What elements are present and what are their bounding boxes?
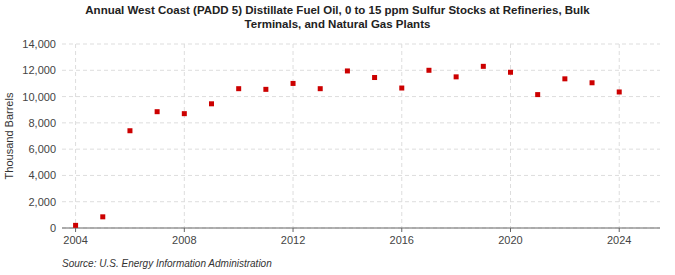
x-tick-label: 2020 xyxy=(498,234,522,246)
title: Annual West Coast (PADD 5) Distillate Fu… xyxy=(85,4,590,30)
point xyxy=(73,223,78,228)
point xyxy=(155,109,160,114)
y-tick-label: 6,000 xyxy=(28,143,56,155)
title-line: Terminals, and Natural Gas Plants xyxy=(245,18,431,30)
point xyxy=(236,86,241,91)
point xyxy=(399,86,404,91)
point xyxy=(100,214,105,219)
x-tick xyxy=(619,228,620,232)
point xyxy=(454,74,459,79)
grid xyxy=(62,44,660,228)
y-grid-line xyxy=(62,175,660,176)
x-tick-label: 2008 xyxy=(172,234,196,246)
y-grid-line xyxy=(62,149,660,150)
y-grid-line xyxy=(62,201,660,202)
x-tick-label: 2012 xyxy=(281,234,305,246)
source: Source: U.S. Energy Information Administ… xyxy=(62,258,272,269)
y-tick-label: 10,000 xyxy=(22,91,56,103)
y-grid-line xyxy=(62,44,660,45)
x-grid-line xyxy=(184,44,185,228)
y-tick-label: 2,000 xyxy=(28,196,56,208)
points xyxy=(73,64,622,228)
x-tick-label: 2004 xyxy=(63,234,87,246)
y-tick-label: 14,000 xyxy=(22,38,56,50)
point xyxy=(345,68,350,73)
x-tick-label: 2016 xyxy=(390,234,414,246)
title-line: Annual West Coast (PADD 5) Distillate Fu… xyxy=(85,4,590,16)
point xyxy=(481,64,486,69)
point xyxy=(617,89,622,94)
point xyxy=(562,76,567,81)
y-grid-line xyxy=(62,228,660,229)
y-tick-label: 4,000 xyxy=(28,169,56,181)
point xyxy=(508,70,513,75)
y-axis-label: Thousand Barrels xyxy=(3,92,15,179)
point xyxy=(535,92,540,97)
y-tick-label: 12,000 xyxy=(22,64,56,76)
x-axis-line xyxy=(62,228,660,229)
point xyxy=(291,81,296,86)
x-grid-line xyxy=(293,44,294,228)
point xyxy=(263,87,268,92)
x-grid-line xyxy=(619,44,620,228)
ticks: 0 2,000 4,000 6,000 8,000 10,000 12,000 14,000 2… xyxy=(22,38,631,246)
y-tick-label: 0 xyxy=(50,222,56,234)
point xyxy=(426,68,431,73)
x-tick xyxy=(293,228,294,232)
point xyxy=(372,75,377,80)
y-grid-line xyxy=(62,70,660,71)
point xyxy=(127,128,132,133)
y-tick-label: 8,000 xyxy=(28,117,56,129)
chart: Annual West Coast (PADD 5) Distillate Fu… xyxy=(0,0,675,275)
x-grid-line xyxy=(401,44,402,228)
x-tick xyxy=(510,228,511,232)
point xyxy=(590,80,595,85)
point xyxy=(318,86,323,91)
y-grid-line xyxy=(62,96,660,97)
y-grid-line xyxy=(62,122,660,123)
x-tick xyxy=(401,228,402,232)
x-grid-line xyxy=(75,44,76,228)
point xyxy=(182,111,187,116)
x-tick xyxy=(184,228,185,232)
point xyxy=(209,101,214,106)
x-tick-label: 2024 xyxy=(607,234,631,246)
x-tick xyxy=(75,228,76,232)
